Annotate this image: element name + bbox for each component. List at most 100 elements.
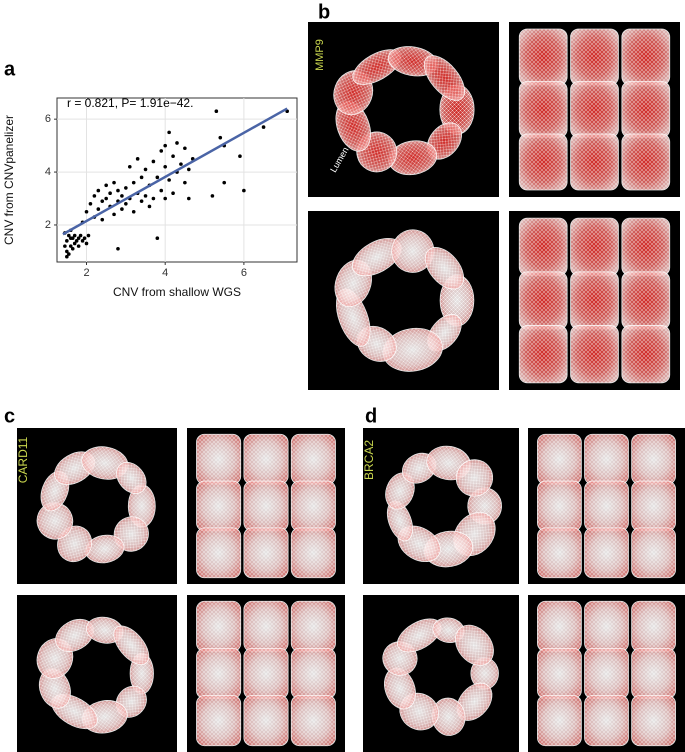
panel-letter: a	[4, 58, 16, 80]
point	[171, 191, 175, 196]
rendering-mesh	[631, 527, 676, 578]
rendering-mesh	[519, 218, 568, 276]
point	[72, 241, 77, 246]
rendering-mesh	[631, 695, 676, 746]
point	[155, 175, 160, 180]
rendering-mesh	[621, 325, 670, 383]
rendering-mesh	[424, 55, 465, 101]
rendering-mesh	[291, 481, 336, 531]
point	[76, 244, 81, 248]
point	[68, 244, 73, 248]
rendering-mesh	[39, 668, 71, 709]
rendering-mesh	[196, 695, 241, 746]
gene-label: MMP9	[314, 39, 326, 71]
rendering-mesh	[570, 271, 619, 330]
scatter-chart: CNV from shallow WGS CNV from CNVpaneliz…	[2, 96, 298, 299]
rendering-mesh	[570, 81, 619, 138]
point	[70, 246, 75, 251]
rendering-mesh	[584, 601, 629, 652]
point	[100, 199, 105, 203]
x-tick-label: 6	[241, 267, 247, 279]
point	[143, 194, 148, 198]
point	[187, 196, 191, 201]
rendering-mesh	[570, 325, 619, 383]
x-tick-label: 2	[83, 267, 89, 279]
rendering-mesh	[470, 657, 499, 690]
rendering-mesh	[391, 229, 434, 273]
rendering-mesh	[584, 648, 629, 699]
gene-label: CARD11	[16, 436, 30, 483]
point	[65, 239, 69, 243]
point	[171, 154, 175, 158]
point	[116, 188, 120, 193]
point	[167, 178, 171, 182]
point	[96, 188, 101, 193]
panel-letter: b	[318, 1, 330, 23]
point	[112, 212, 116, 217]
point	[65, 249, 69, 254]
point	[124, 186, 128, 190]
rendering-mesh	[432, 698, 466, 736]
rendering-mesh	[243, 648, 289, 699]
rendering-mesh	[385, 472, 415, 510]
rendering-mesh	[37, 502, 73, 540]
rendering-mesh	[55, 619, 94, 652]
point	[218, 135, 223, 140]
point	[214, 109, 219, 114]
rendering-mesh	[519, 134, 568, 190]
point	[70, 236, 75, 240]
rendering-mesh	[456, 459, 493, 497]
rendering-mesh	[621, 134, 670, 190]
point	[76, 236, 81, 240]
annotation: r = 0.821, P= 1.91e−42.	[67, 96, 193, 110]
point	[86, 233, 91, 238]
point	[131, 180, 136, 185]
rendering-mesh	[570, 134, 619, 190]
rendering-mesh	[116, 462, 147, 494]
rendering-mesh	[537, 527, 582, 578]
rendering-mesh	[537, 481, 582, 531]
rendering-mesh	[128, 484, 156, 528]
fit-line	[62, 107, 288, 236]
point	[63, 244, 67, 248]
rendering-mesh	[570, 29, 619, 85]
point	[67, 252, 71, 256]
rendering-mesh	[291, 434, 336, 485]
point	[92, 194, 97, 198]
panel-letter: d	[365, 405, 377, 427]
point	[151, 159, 156, 164]
rendering-mesh	[519, 81, 568, 138]
point	[78, 233, 83, 238]
point	[159, 188, 164, 193]
rendering-mesh	[621, 218, 670, 276]
rendering-mesh	[196, 434, 241, 485]
point	[131, 209, 136, 214]
rendering-mesh	[243, 601, 289, 652]
rendering-mesh	[243, 481, 289, 531]
point	[100, 217, 105, 222]
point	[151, 196, 156, 201]
point	[143, 167, 148, 172]
point	[183, 180, 187, 185]
y-tick-label: 4	[45, 166, 51, 178]
point	[167, 130, 171, 135]
rendering-mesh	[291, 527, 336, 578]
rendering-mesh	[584, 527, 629, 578]
y-tick-label: 2	[45, 219, 51, 231]
point	[179, 162, 183, 166]
rendering-mesh	[196, 601, 241, 652]
point	[242, 188, 246, 193]
rendering-mesh	[243, 695, 289, 746]
point	[139, 175, 144, 180]
point	[72, 233, 77, 238]
point	[127, 164, 132, 169]
point	[163, 164, 167, 169]
point	[88, 202, 93, 206]
rendering-mesh	[335, 101, 371, 152]
rendering-mesh	[519, 325, 568, 383]
rendering-mesh	[621, 29, 670, 85]
rendering-group	[17, 22, 685, 752]
point	[147, 204, 152, 209]
rendering-mesh	[621, 271, 670, 330]
point	[210, 194, 215, 198]
